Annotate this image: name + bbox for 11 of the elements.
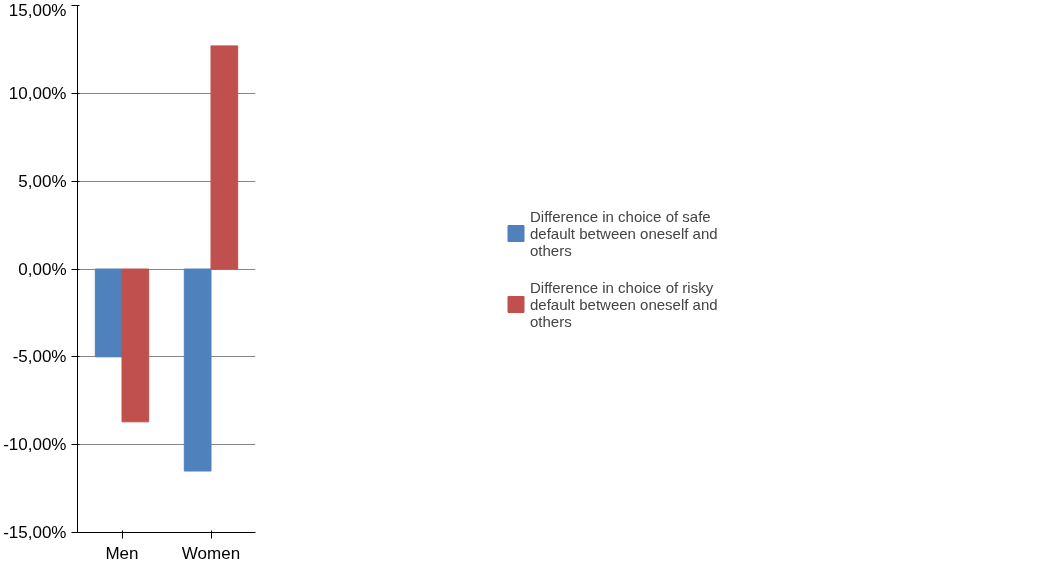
y-tick-label: 15,00% xyxy=(8,0,67,20)
y-tick-label: -10,00% xyxy=(3,435,67,455)
y-tick-label: 5,00% xyxy=(18,171,67,191)
x-tick-label: Women xyxy=(181,543,241,563)
legend-label: Difference in choice of safe default between oneself and others xyxy=(530,207,719,259)
y-tick-label: -15,00% xyxy=(3,523,67,542)
legend-label: Difference in choice of risky default between oneself and others xyxy=(530,278,719,330)
y-tick-label: -5,00% xyxy=(12,347,67,367)
y-tick-label: 10,00% xyxy=(8,83,67,103)
x-tick-label: Men xyxy=(105,543,139,563)
y-tick-label: 0,00% xyxy=(18,259,67,279)
